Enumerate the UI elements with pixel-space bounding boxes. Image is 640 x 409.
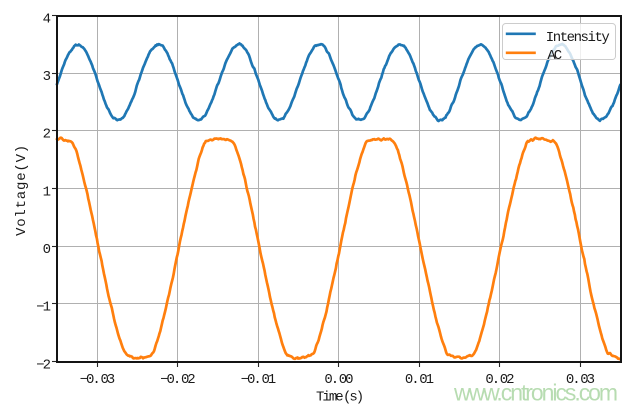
svg-text:AC: AC — [547, 48, 561, 64]
svg-text:2: 2 — [43, 127, 51, 143]
svg-text:0.01: 0. 01 — [405, 372, 434, 388]
svg-text:0: 0 — [43, 242, 51, 258]
svg-text:www.cntronics.com: www.cntronics.com — [453, 380, 617, 406]
svg-text:1: 1 — [43, 184, 51, 200]
svg-text:Time(s): Time(s) — [316, 390, 363, 406]
svg-text:−1: −1 — [36, 300, 50, 316]
svg-text:−0.03: −0. 03 — [80, 372, 115, 388]
svg-text:0.00: 0. 00 — [324, 372, 353, 388]
svg-text:Intensity: Intensity — [546, 30, 610, 46]
svg-text:0.03: 0. 03 — [566, 372, 595, 388]
svg-text:−0.01: −0. 01 — [241, 372, 276, 388]
svg-text:3: 3 — [43, 69, 51, 85]
svg-text:0.02: 0. 02 — [485, 372, 514, 388]
svg-text:4: 4 — [43, 11, 51, 27]
svg-text:Voltage(V): Voltage(V) — [14, 144, 30, 236]
svg-text:−2: −2 — [36, 357, 50, 373]
svg-text:−0.02: −0. 02 — [160, 372, 195, 388]
